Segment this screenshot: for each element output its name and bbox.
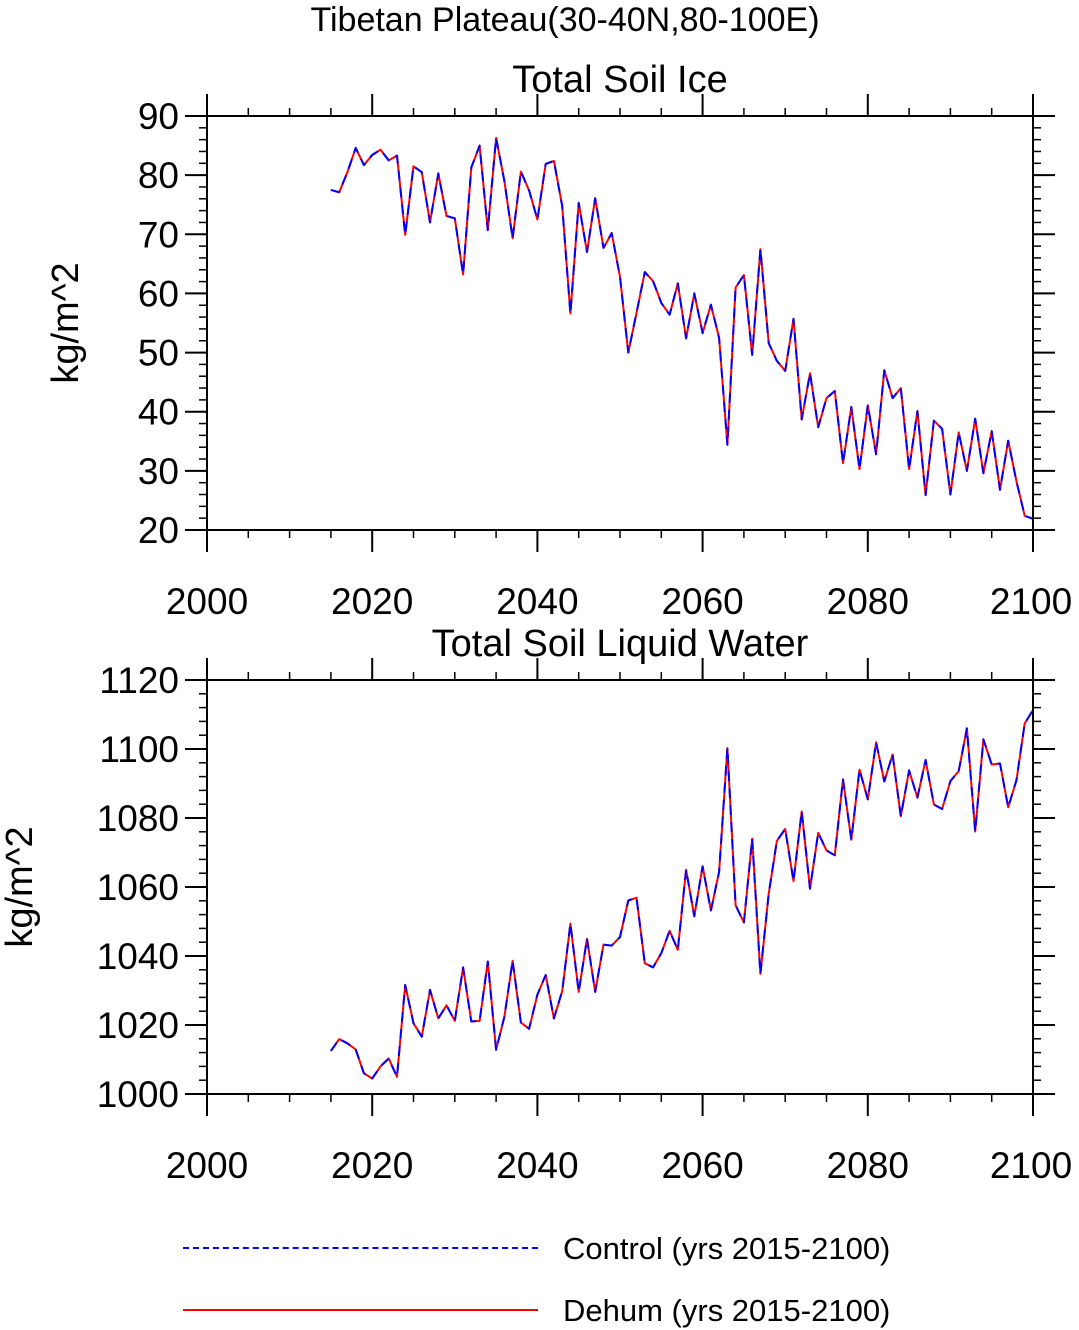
legend: Control (yrs 2015-2100) Dehum (yrs 2015-…: [175, 1220, 1035, 1330]
y-tick-label: 20: [138, 510, 179, 551]
series-line-control: [330, 709, 1034, 1080]
x-tick-label: 2080: [827, 1145, 909, 1186]
x-tick-label: 2100: [990, 581, 1072, 622]
x-tick-label: 2100: [990, 1145, 1072, 1186]
y-axis-label: kg/m^2: [45, 262, 87, 383]
x-tick-label: 2000: [166, 1145, 248, 1186]
legend-label-control: Control (yrs 2015-2100): [563, 1231, 891, 1266]
x-tick-label: 2060: [661, 1145, 743, 1186]
legend-swatch-dehum: [183, 1309, 538, 1311]
y-tick-label: 1100: [99, 729, 179, 770]
legend-item-dehum: Dehum (yrs 2015-2100): [175, 1290, 1035, 1330]
x-tick-label: 2080: [827, 581, 909, 622]
y-tick-label: 60: [138, 273, 179, 314]
figure-title: Tibetan Plateau(30-40N,80-100E): [310, 1, 820, 39]
plot-frame: [206, 679, 1034, 1095]
y-tick-label: 1120: [99, 660, 179, 701]
y-tick-label: 40: [138, 392, 179, 433]
y-tick-label: 50: [138, 333, 179, 374]
y-tick-label: 1040: [97, 936, 179, 977]
x-tick-label: 2020: [331, 581, 413, 622]
panel-title: Total Soil Ice: [512, 59, 727, 101]
x-tick-label: 2000: [166, 581, 248, 622]
y-tick-label: 1020: [97, 1005, 179, 1046]
x-tick-label: 2040: [496, 1145, 578, 1186]
x-tick-label: 2060: [661, 581, 743, 622]
legend-label-dehum: Dehum (yrs 2015-2100): [563, 1293, 891, 1328]
y-tick-label: 90: [138, 96, 179, 137]
y-tick-label: 30: [138, 451, 179, 492]
y-tick-label: 70: [138, 214, 179, 255]
plot-total-soil-ice: Total Soil Ice kg/m^2 20 30 40 50 60 70 80 90 2000…: [45, 59, 1072, 622]
x-tick-label: 2020: [331, 1145, 413, 1186]
series-line-dehum: [330, 709, 1034, 1080]
y-axis-label: kg/m^2: [0, 826, 41, 947]
x-tick-label: 2040: [496, 581, 578, 622]
y-tick-label: 1060: [97, 867, 179, 908]
y-tick-label: 80: [138, 155, 179, 196]
series-line-control: [330, 136, 1034, 520]
series-line-dehum: [330, 136, 1034, 520]
plot-frame: [206, 115, 1034, 531]
legend-item-control: Control (yrs 2015-2100): [175, 1228, 1035, 1268]
legend-swatch-control: [183, 1247, 538, 1249]
y-tick-label: 1080: [97, 798, 179, 839]
panel-title: Total Soil Liquid Water: [432, 623, 809, 665]
plot-total-soil-liquid-water: Total Soil Liquid Water kg/m^2 1000 1020 104…: [0, 623, 1072, 1186]
y-tick-label: 1000: [97, 1074, 179, 1115]
